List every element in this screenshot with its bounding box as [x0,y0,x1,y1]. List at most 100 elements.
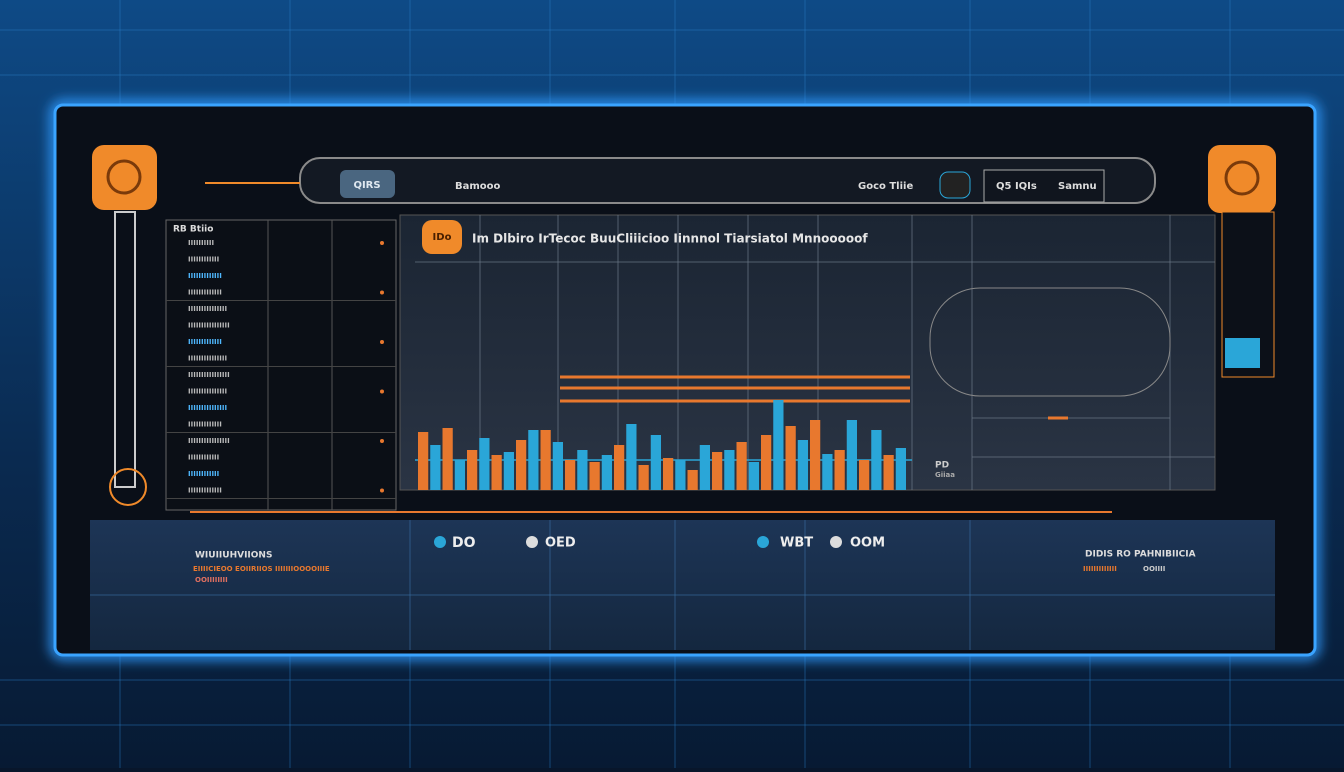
bar [859,460,870,490]
bar [454,460,465,490]
bar [430,445,441,490]
side-label: Giiaa [935,471,955,479]
bar [797,440,808,490]
table-row: IIIIIIIIIIIIIIII [188,322,230,330]
bar [895,448,906,490]
bar [675,460,686,490]
bottom-note: OOIIII [1143,565,1165,573]
stat: OOM [850,536,885,551]
right-badge[interactable] [1208,145,1276,213]
bar [773,400,784,490]
stat-icon [526,536,538,548]
bar [810,420,821,490]
table-row: IIIIIIIIIIIIIIII [188,371,230,379]
bar [638,465,649,490]
stat: DO [452,535,476,551]
bar [650,435,661,490]
table-row: IIIIIIIIIIIIIII [188,305,227,313]
pill-label: QIRS [353,180,380,191]
row-dot [380,439,384,443]
table-row: IIIIIIIIIIII [188,470,219,478]
bar [736,442,747,490]
badge-icon [106,159,142,195]
bar [626,424,637,490]
bar [565,460,576,490]
chart-badge [422,220,462,254]
row-dot [380,488,384,493]
stat-icon [830,536,842,548]
bottom-band [90,520,1275,650]
table-row: IIIIIIIIIIIII [188,289,222,297]
chart-callout [929,287,1171,397]
table-row: IIIIIIIIIIIIIII [188,404,227,412]
stat: OED [545,536,576,551]
side-code: PD [935,461,949,471]
bar [663,458,674,490]
row-dot [380,290,384,295]
bar [589,462,600,490]
bottom-title: DIDIS RO PAHNIBIICIA [1085,550,1196,560]
bar [601,455,612,490]
top-pill[interactable] [340,170,395,198]
top-label: Goco Tliie [858,181,913,192]
bottom-sub: EIIIICIEOO EOIIRIIOS IIIIIIIOOOOIIIE [193,565,330,573]
bar [785,426,796,490]
top-label: Samnu [1058,181,1097,192]
top-field[interactable] [983,169,1105,203]
chart-grid [415,215,1215,490]
right-chip[interactable] [1225,338,1260,368]
bottom-title: WIUIIUHVIIONS [195,551,272,561]
table-row: IIIIIIIIIIIII [188,421,222,429]
bar [479,438,490,490]
bar [503,452,514,490]
bar [442,428,453,490]
slider-knob[interactable] [109,468,147,506]
left-badge[interactable] [92,145,157,210]
bar [699,445,710,490]
bar [516,440,527,490]
bar [687,470,698,490]
top-toggle[interactable] [939,171,971,199]
table-row: IIIIIIIIIIIIIIII [188,437,230,445]
bar [418,432,429,490]
table-row: IIIIIIIIIIIII [188,338,222,346]
bar [761,435,772,490]
top-label: Bamooo [455,181,501,192]
bar [822,454,833,490]
bar [871,430,882,490]
badge-label: IDo [433,232,452,243]
bar [724,450,735,490]
table-row: IIIIIIIIII [188,239,214,247]
bar [614,445,625,490]
left-slider[interactable] [114,211,136,488]
bar [846,420,857,490]
table-row: IIIIIIIIIIIII [188,272,222,280]
top-code: Q5 IQIs [996,181,1037,192]
stat-icon [757,536,769,548]
bar [834,450,845,490]
table-row: IIIIIIIIIIII [188,454,219,462]
table-row: IIIIIIIIIIII [188,256,219,264]
table-title: RB Btiio [173,225,213,235]
chart-bands [560,375,910,403]
table-row: IIIIIIIIIIIIIII [188,388,227,396]
bar [540,430,551,490]
badge-icon [1224,160,1260,196]
bar [577,450,588,490]
row-dot [380,389,384,394]
table-row: IIIIIIIIIIIIIII [188,355,227,363]
stat-icon [434,536,446,548]
table-row: IIIIIIIIIIIII [188,487,222,495]
bar [552,442,563,490]
bottom-grid [90,520,1275,650]
bar [748,462,759,490]
bar [467,450,478,490]
chart-title: Im Dlbiro IrTecoc BuuCliiicioo Iinnnol T… [472,232,868,246]
stat: WBT [780,536,813,551]
row-dot [380,340,384,344]
left-table [165,219,397,511]
bar [883,455,894,490]
bottom-note: OOIIIIIIII [195,576,228,584]
